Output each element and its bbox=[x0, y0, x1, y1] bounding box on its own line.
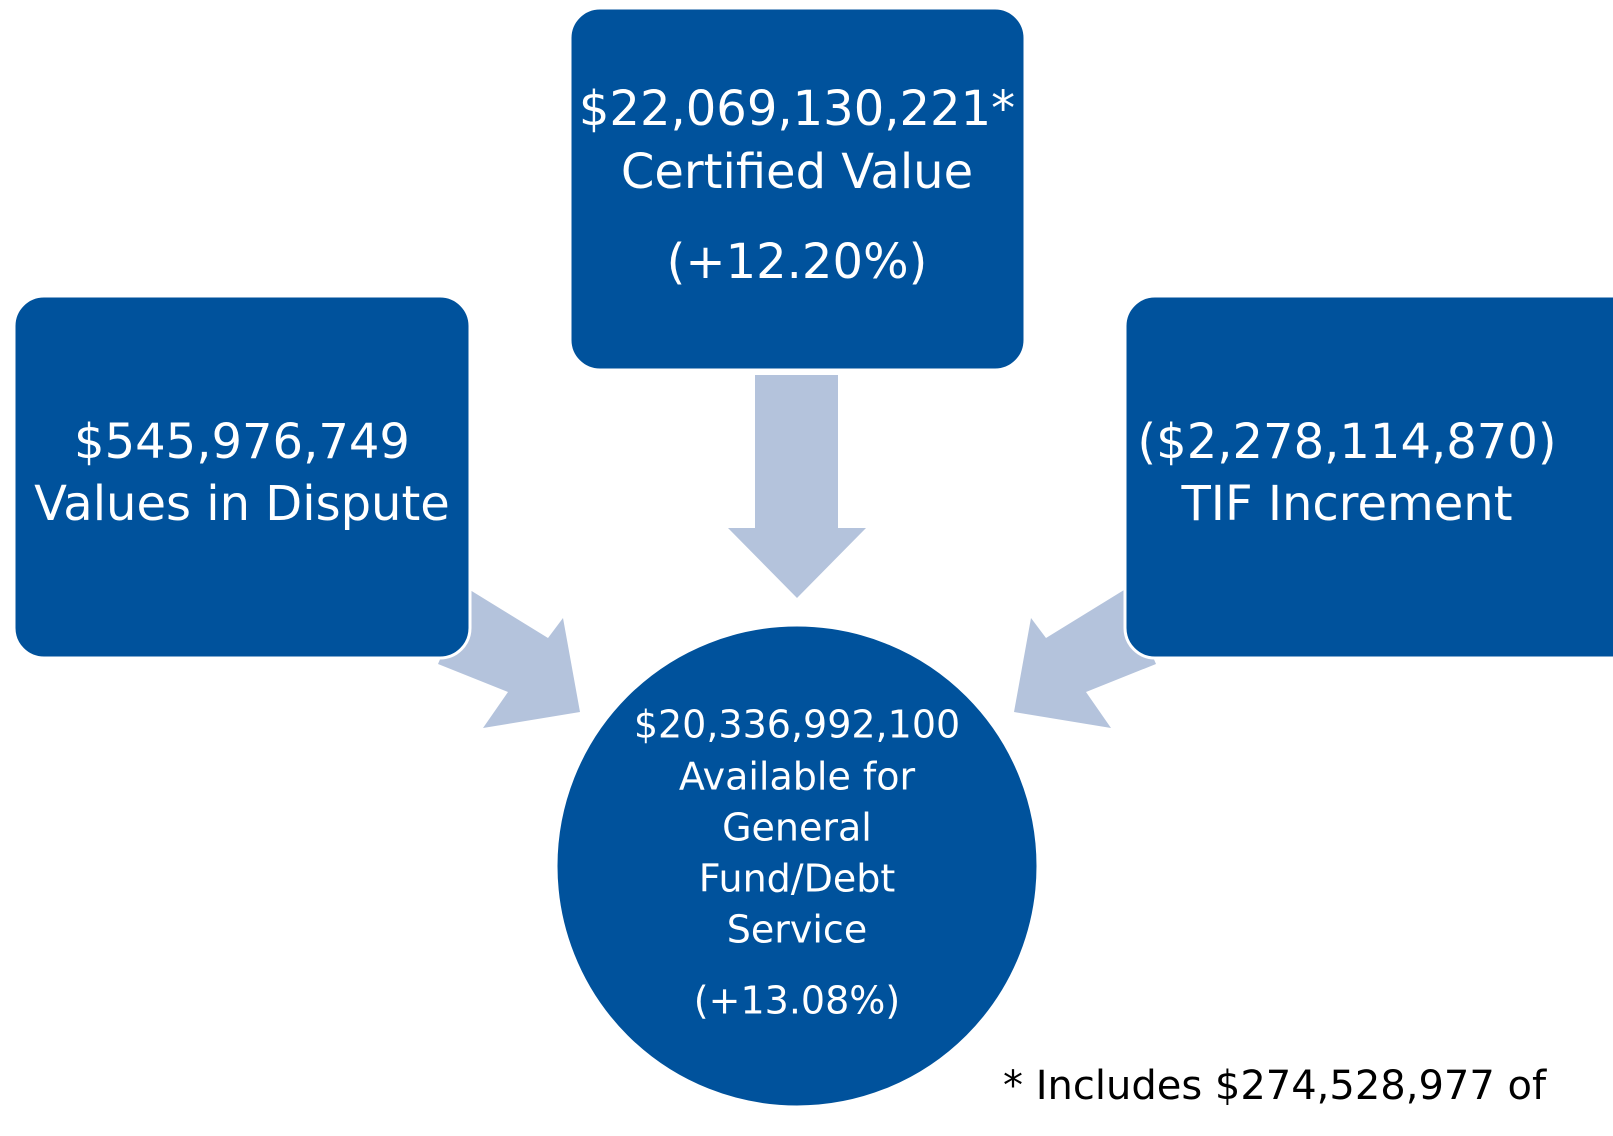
certified-box bbox=[568, 6, 1027, 372]
node-text: $20,336,992,100 bbox=[634, 703, 960, 747]
dispute-box bbox=[12, 294, 472, 660]
tif-box bbox=[1123, 294, 1613, 660]
arrow-right bbox=[1014, 590, 1156, 728]
footnote: * Includes $274,528,977 of bbox=[1003, 1063, 1547, 1109]
node-text: $545,976,749 bbox=[74, 414, 410, 470]
node-text: Values in Dispute bbox=[34, 476, 450, 532]
arrow-left bbox=[438, 590, 580, 728]
node-text: Fund/Debt bbox=[699, 857, 896, 901]
node-text: (+12.20%) bbox=[667, 234, 928, 290]
node-text: General bbox=[722, 806, 872, 850]
node-text: (+13.08%) bbox=[694, 979, 900, 1023]
node-text: Certified Value bbox=[621, 144, 973, 200]
node-text: TIF Increment bbox=[1180, 476, 1512, 532]
node-text: Service bbox=[727, 908, 867, 952]
arrow-down bbox=[728, 375, 866, 598]
node-text: $22,069,130,221* bbox=[579, 81, 1015, 137]
available-circle bbox=[554, 623, 1040, 1109]
node-text: ($2,278,114,870) bbox=[1137, 414, 1556, 470]
node-text: Available for bbox=[679, 755, 916, 799]
